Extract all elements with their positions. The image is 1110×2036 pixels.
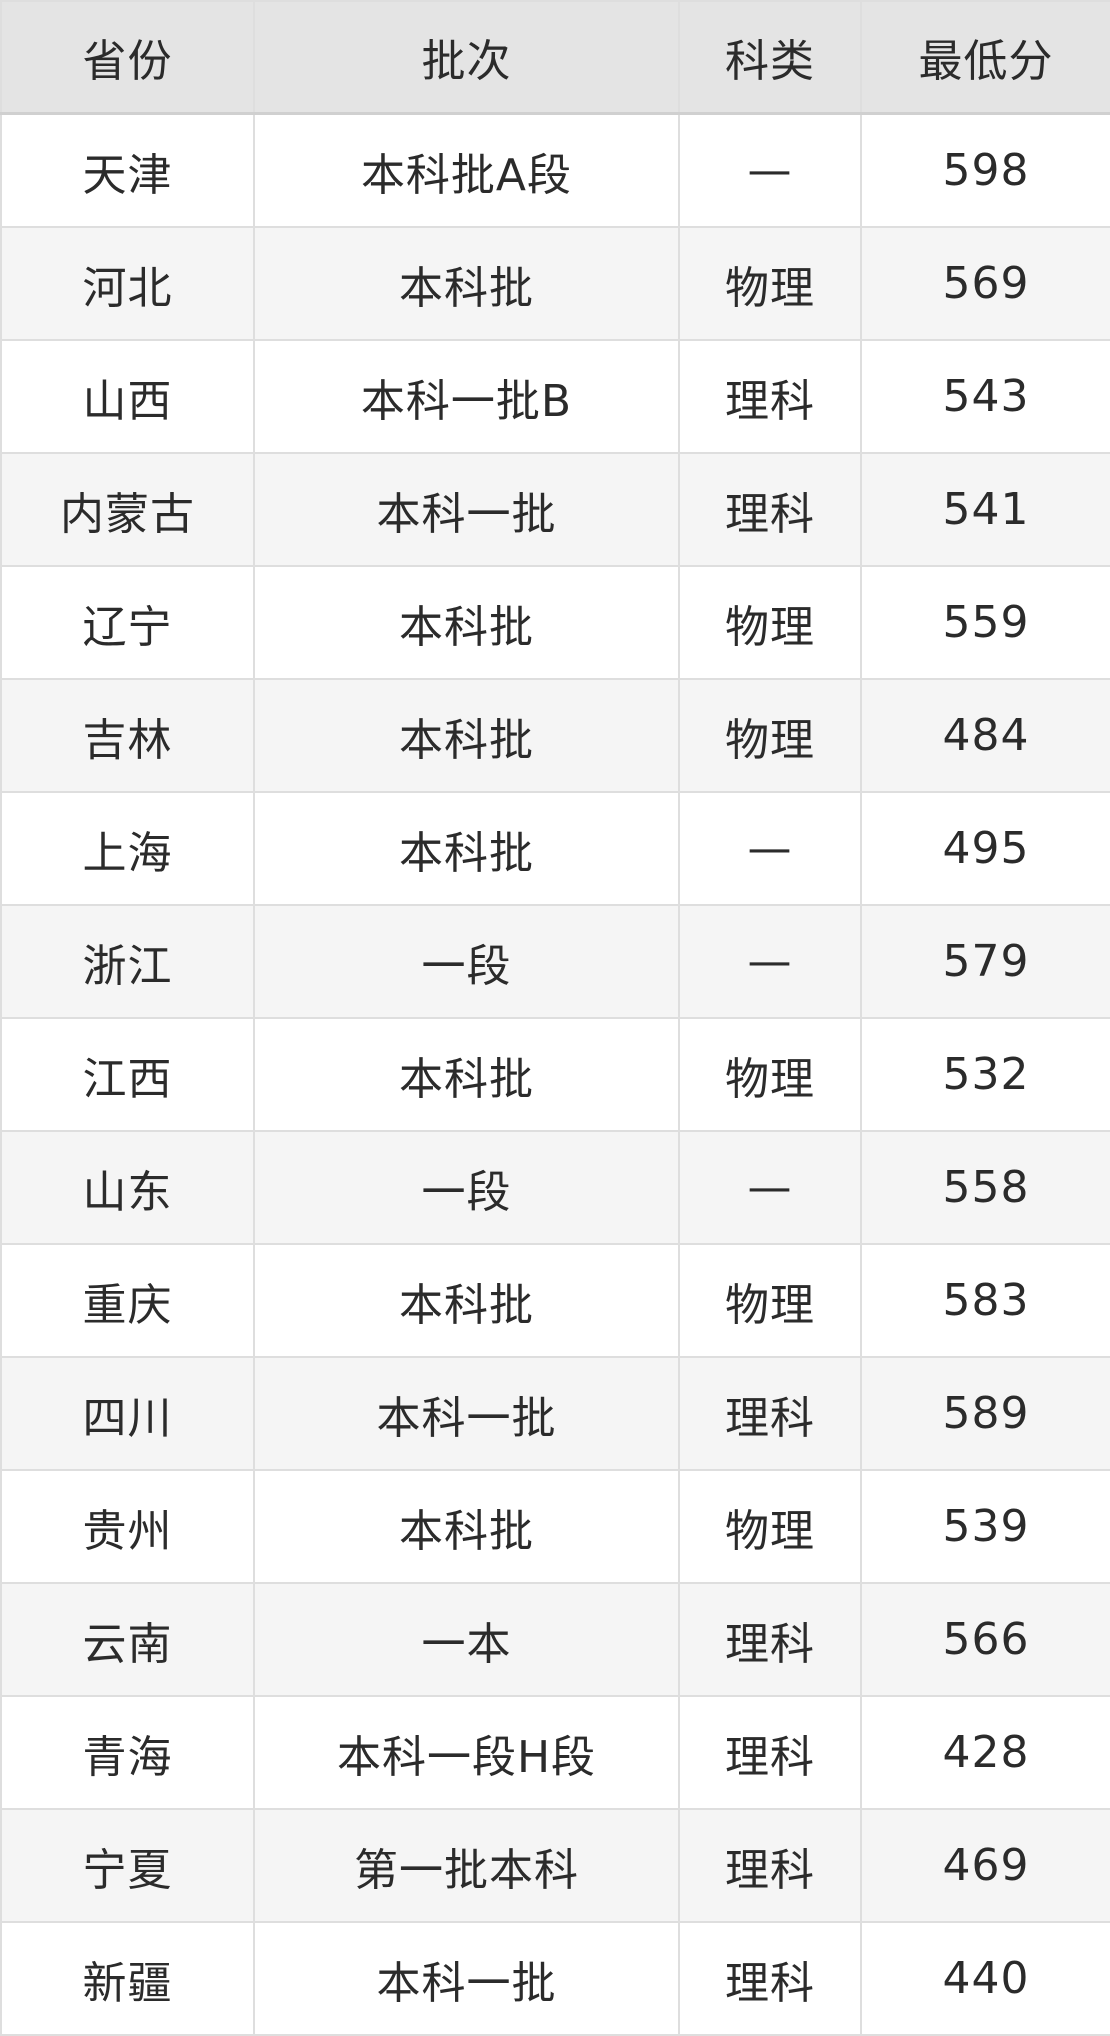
cell-min-score: 559 [860,565,1110,680]
cell-min-score: 558 [860,1130,1110,1245]
cell-category: 理科 [678,1808,862,1923]
cell-category: 物理 [678,1017,862,1132]
cell-batch: 本科一批 [253,1356,680,1471]
table-row: 内蒙古 本科一批 理科 541 [0,452,1110,567]
cell-category: — [678,112,862,228]
header-category: 科类 [678,0,862,115]
cell-province: 山东 [0,1130,255,1245]
cell-category: 理科 [678,1356,862,1471]
cell-min-score: 569 [860,226,1110,341]
cell-category: — [678,904,862,1019]
cell-province: 天津 [0,112,255,228]
cell-min-score: 469 [860,1808,1110,1923]
cell-min-score: 598 [860,112,1110,228]
table-row: 浙江 一段 —579 [0,904,1110,1019]
cell-batch: 一本 [253,1582,680,1697]
cell-batch: 本科批 [253,226,680,341]
table-row: 山西 本科一批B 理科 543 [0,339,1110,454]
cell-category: 理科 [678,1695,862,1810]
cell-min-score: 532 [860,1017,1110,1132]
cell-batch: 本科批 [253,1469,680,1584]
table-row: 云南 一本 理科 566 [0,1582,1110,1697]
cell-province: 宁夏 [0,1808,255,1923]
cell-category: 理科 [678,452,862,567]
cell-min-score: 579 [860,904,1110,1019]
cell-province: 江西 [0,1017,255,1132]
cell-province: 辽宁 [0,565,255,680]
cell-batch: 本科一批 [253,1921,680,2036]
table-row: 贵州 本科批 物理 539 [0,1469,1110,1584]
cell-category: 理科 [678,1921,862,2036]
cell-batch: 本科批 [253,791,680,906]
cell-min-score: 539 [860,1469,1110,1584]
cell-batch: 本科一批B [253,339,680,454]
cell-province: 贵州 [0,1469,255,1584]
cell-min-score: 589 [860,1356,1110,1471]
table-row: 重庆 本科批 物理 583 [0,1243,1110,1358]
cell-min-score: 428 [860,1695,1110,1810]
cell-category: 理科 [678,339,862,454]
header-batch: 批次 [253,0,680,115]
table-row: 四川 本科一批 理科 589 [0,1356,1110,1471]
cell-batch: 本科批 [253,678,680,793]
table-row: 江西 本科批 物理 532 [0,1017,1110,1132]
header-row: 省份 批次 科类 最低分 [0,0,1110,115]
table-row: 天津 本科批A段 —598 [0,112,1110,228]
cell-batch: 本科批 [253,1243,680,1358]
cell-min-score: 566 [860,1582,1110,1697]
cell-province: 山西 [0,339,255,454]
cell-min-score: 495 [860,791,1110,906]
table-row: 青海 本科一段H段 理科 428 [0,1695,1110,1810]
table-row: 上海 本科批 —495 [0,791,1110,906]
cell-province: 重庆 [0,1243,255,1358]
cell-min-score: 541 [860,452,1110,567]
cell-province: 浙江 [0,904,255,1019]
table-row: 河北 本科批 物理 569 [0,226,1110,341]
cell-min-score: 440 [860,1921,1110,2036]
cell-category: 物理 [678,678,862,793]
cell-category: — [678,791,862,906]
cell-category: — [678,1130,862,1245]
cell-category: 物理 [678,226,862,341]
cell-province: 河北 [0,226,255,341]
cell-min-score: 543 [860,339,1110,454]
cell-province: 上海 [0,791,255,906]
cell-category: 物理 [678,565,862,680]
cell-province: 内蒙古 [0,452,255,567]
cell-category: 物理 [678,1469,862,1584]
cell-batch: 一段 [253,1130,680,1245]
header-min-score: 最低分 [860,0,1110,115]
cell-batch: 本科一批 [253,452,680,567]
table-row: 辽宁 本科批 物理 559 [0,565,1110,680]
cell-min-score: 484 [860,678,1110,793]
cell-category: 物理 [678,1243,862,1358]
cell-province: 云南 [0,1582,255,1697]
table-row: 山东 一段 —558 [0,1130,1110,1245]
header-province: 省份 [0,0,255,115]
cell-batch: 第一批本科 [253,1808,680,1923]
cell-batch: 本科一段H段 [253,1695,680,1810]
cell-province: 青海 [0,1695,255,1810]
table-row: 宁夏 第一批本科 理科 469 [0,1808,1110,1923]
cell-batch: 本科批A段 [253,112,680,228]
cell-batch: 本科批 [253,565,680,680]
cell-min-score: 583 [860,1243,1110,1358]
table-row: 吉林 本科批 物理 484 [0,678,1110,793]
cell-batch: 一段 [253,904,680,1019]
cell-province: 四川 [0,1356,255,1471]
cell-province: 新疆 [0,1921,255,2036]
table-row: 新疆 本科一批 理科 440 [0,1921,1110,2036]
cell-province: 吉林 [0,678,255,793]
cell-batch: 本科批 [253,1017,680,1132]
cell-category: 理科 [678,1582,862,1697]
